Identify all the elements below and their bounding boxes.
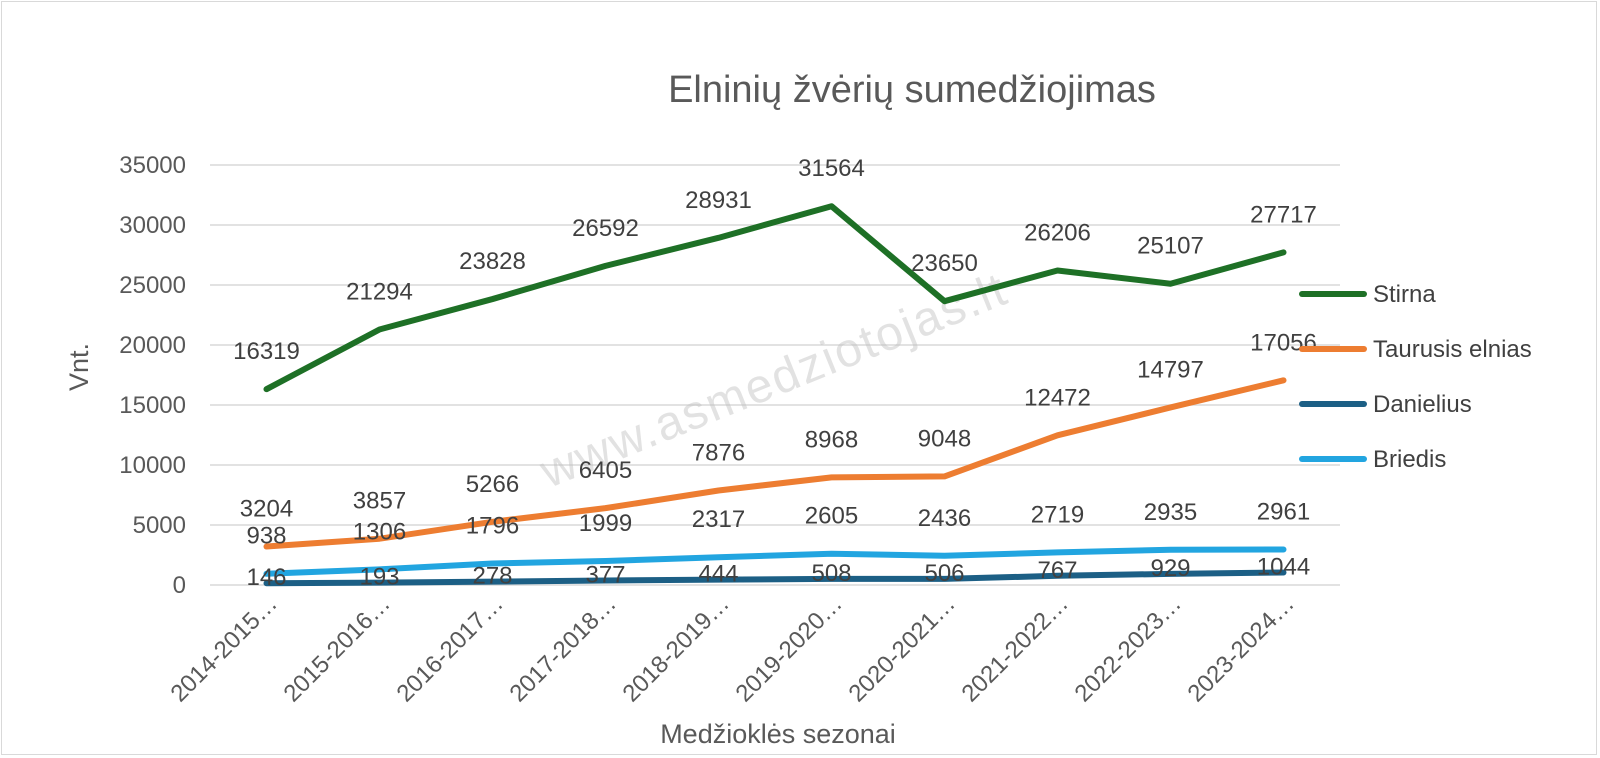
y-axis-ticks: 0 5000 10000 15000 20000 25000 30000 35000 [119, 152, 186, 599]
data-label: 21294 [346, 278, 413, 305]
data-label: 2605 [805, 503, 858, 530]
legend: Stirna Taurusis elnias Danielius Briedis [1299, 281, 1532, 473]
legend-label: Taurusis elnias [1373, 336, 1532, 363]
y-axis-label: Vnt. [64, 343, 94, 391]
data-label: 27717 [1250, 201, 1317, 228]
data-label: 8968 [805, 426, 858, 453]
legend-item-taurusis-elnias: Taurusis elnias [1299, 336, 1532, 363]
legend-label: Stirna [1373, 281, 1436, 308]
data-label: 28931 [685, 187, 752, 214]
x-tick-label: 2019-2020… [731, 590, 848, 707]
y-tick-label: 15000 [119, 392, 186, 419]
x-tick-label: 2015-2016… [279, 590, 396, 707]
y-tick-label: 30000 [119, 212, 186, 239]
data-label: 2935 [1144, 499, 1197, 526]
data-label: 5266 [466, 471, 519, 498]
series-line-briedis [263, 546, 1287, 577]
data-label: 14797 [1137, 356, 1204, 383]
data-label: 2961 [1257, 498, 1310, 525]
series-line-taurusis-elnias [263, 377, 1287, 550]
data-label: 767 [1037, 557, 1077, 584]
data-label: 2436 [918, 505, 971, 532]
legend-item-stirna: Stirna [1299, 281, 1436, 308]
data-label: 146 [246, 564, 286, 591]
chart-title: Elninių žvėrių sumedžiojimas [668, 69, 1156, 111]
x-tick-label: 2020-2021… [844, 590, 961, 707]
y-tick-label: 25000 [119, 272, 186, 299]
data-label: 2719 [1031, 501, 1084, 528]
legend-label: Danielius [1373, 391, 1472, 418]
x-tick-label: 2022-2023… [1070, 590, 1187, 707]
y-tick-label: 10000 [119, 452, 186, 479]
x-tick-label: 2023-2024… [1183, 590, 1300, 707]
data-label: 1999 [579, 510, 632, 537]
data-label: 26592 [572, 215, 639, 242]
series-line-danielius [263, 569, 1287, 587]
series-lines [263, 203, 1287, 587]
data-label: 3857 [353, 488, 406, 515]
legend-item-briedis: Briedis [1299, 446, 1446, 473]
y-tick-label: 20000 [119, 332, 186, 359]
data-label: 3204 [240, 496, 293, 523]
data-label: 26206 [1024, 220, 1091, 247]
series-line-stirna [263, 203, 1287, 393]
x-tick-label: 2018-2019… [618, 590, 735, 707]
data-label: 9048 [918, 425, 971, 452]
data-labels: 16319 21294 23828 26592 28931 31564 23650 26206… [233, 155, 1317, 591]
data-label: 1306 [353, 518, 406, 545]
y-tick-label: 5000 [133, 512, 186, 539]
data-label: 929 [1150, 555, 1190, 582]
data-label: 31564 [798, 155, 865, 182]
x-tick-label: 2014-2015… [166, 590, 283, 707]
data-label: 7876 [692, 439, 745, 466]
x-tick-label: 2017-2018… [505, 590, 622, 707]
data-label: 16319 [233, 338, 300, 365]
data-label: 377 [585, 561, 625, 588]
data-label: 23828 [459, 248, 526, 275]
y-tick-label: 35000 [119, 152, 186, 179]
data-label: 12472 [1024, 384, 1091, 411]
data-label: 1044 [1257, 553, 1310, 580]
data-label: 193 [359, 564, 399, 591]
x-tick-label: 2021-2022… [957, 590, 1074, 707]
x-tick-label: 2016-2017… [392, 590, 509, 707]
data-label: 1796 [466, 512, 519, 539]
data-label: 23650 [911, 250, 978, 277]
legend-item-danielius: Danielius [1299, 391, 1472, 418]
legend-label: Briedis [1373, 446, 1446, 473]
data-label: 278 [472, 563, 512, 590]
x-axis-label: Medžioklės sezonai [660, 719, 896, 749]
data-label: 25107 [1137, 233, 1204, 260]
data-label: 938 [246, 523, 286, 550]
data-label: 6405 [579, 457, 632, 484]
data-label: 508 [811, 560, 851, 587]
x-axis-ticks: 2014-2015…2015-2016…2016-2017…2017-2018…… [166, 590, 1300, 707]
data-label: 444 [698, 561, 738, 588]
data-label: 17056 [1250, 329, 1317, 356]
y-tick-label: 0 [173, 572, 186, 599]
data-label: 506 [924, 560, 964, 587]
data-label: 2317 [692, 506, 745, 533]
